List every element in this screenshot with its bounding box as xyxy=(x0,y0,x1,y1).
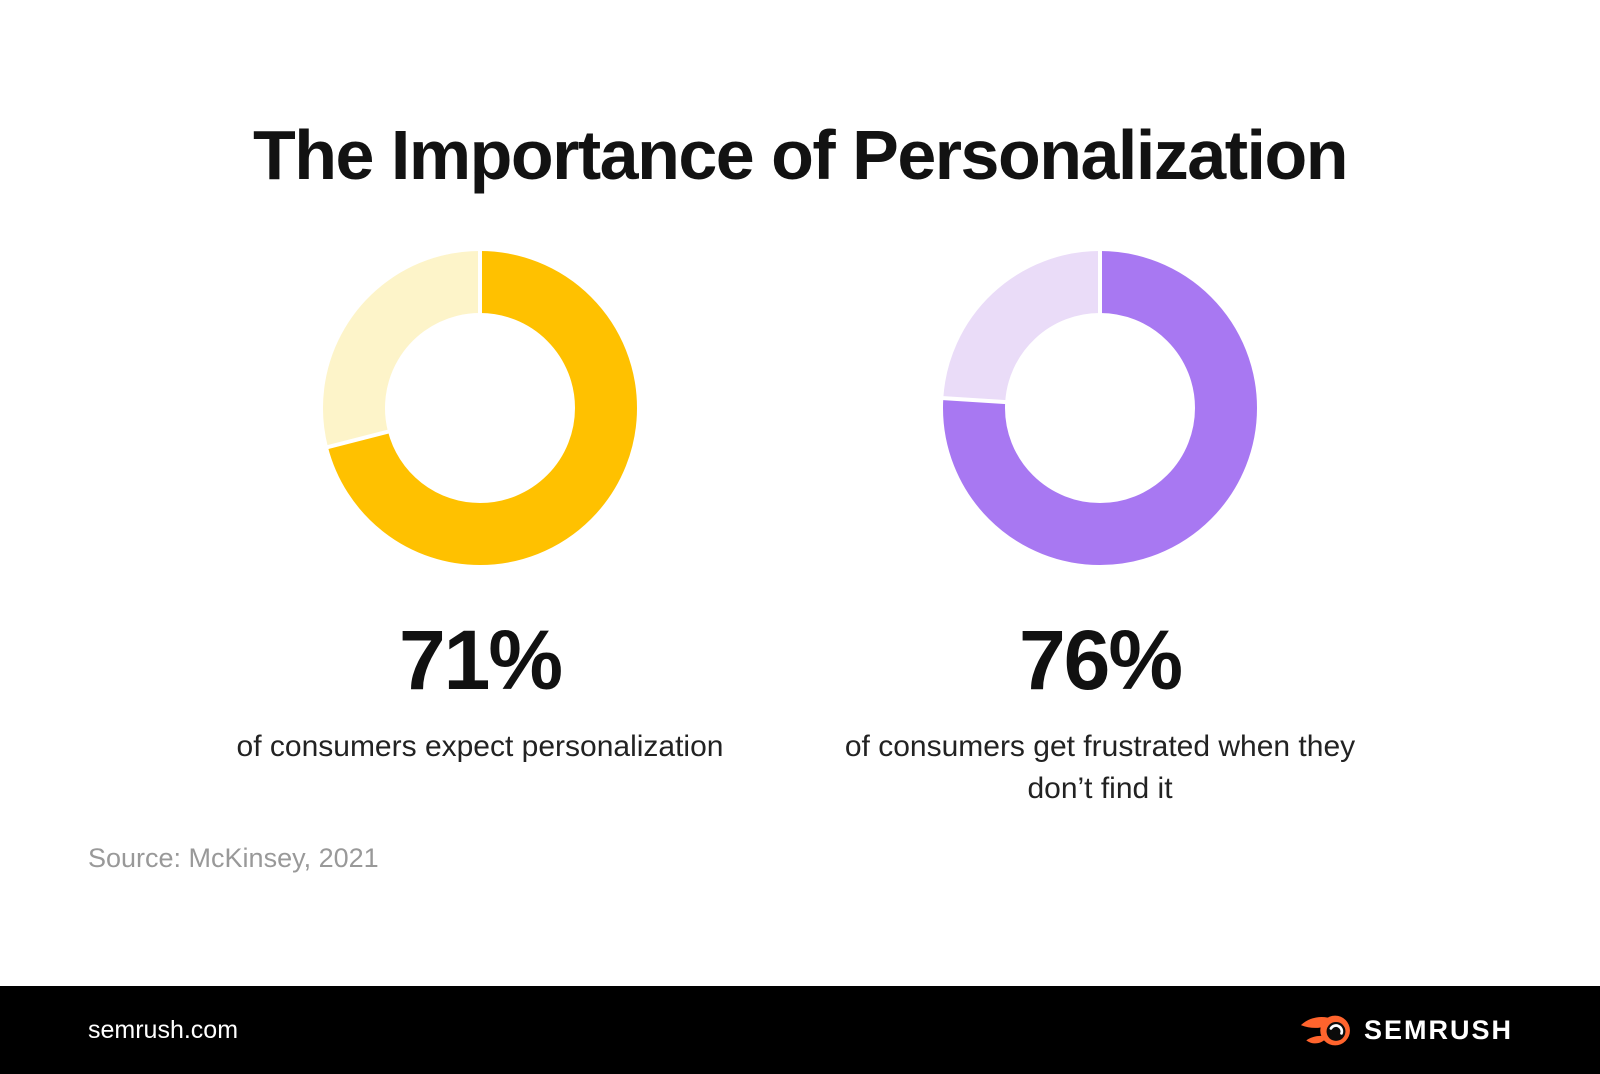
stat-value-frustrated: 76% xyxy=(1018,613,1183,707)
footer-site-url: semrush.com xyxy=(88,1015,239,1044)
semrush-wordmark: SEMRUSH xyxy=(1363,1014,1513,1045)
semrush-fireball-icon xyxy=(1300,1012,1354,1049)
stat-value-expect: 71% xyxy=(398,613,563,707)
semrush-logo: SEMRUSH xyxy=(1300,1012,1513,1049)
stat-column-expect-personalization: 71% of consumers expect personalization xyxy=(200,248,760,768)
stat-caption-expect: of consumers expect personalization xyxy=(236,730,724,763)
stat-column-frustrated: 76% of consumers get frustrated when the… xyxy=(820,248,1380,810)
donut-chart-frustrated xyxy=(941,249,1257,565)
donut-chart-expect-personalization xyxy=(323,249,637,565)
footer-bar: semrush.com SEMRUSH xyxy=(0,986,1600,1074)
page-title: The Importance of Personalization xyxy=(252,115,1349,194)
stat-caption-frustrated: of consumers get frustrated when they do… xyxy=(844,730,1356,805)
source-note: Source: McKinsey, 2021 xyxy=(88,843,379,873)
